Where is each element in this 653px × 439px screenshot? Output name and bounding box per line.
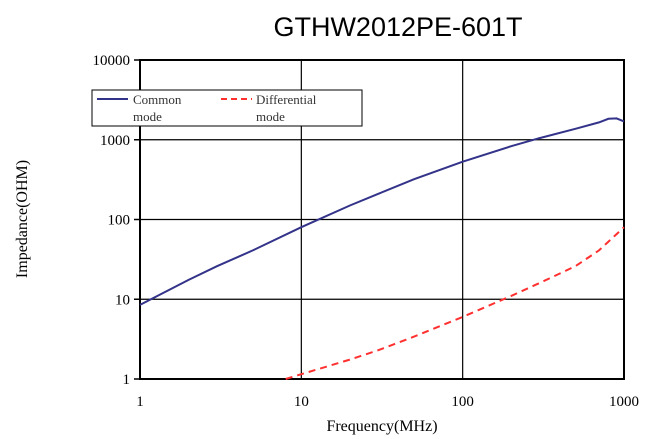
y-tick-label: 1 xyxy=(123,372,131,388)
series-line-common-mode xyxy=(139,117,625,306)
x-tick-label: 10 xyxy=(294,394,309,410)
y-tick-label: 10 xyxy=(115,292,130,308)
legend-label-differential-line1: Differential xyxy=(256,92,317,107)
legend-label-common-line1: Common xyxy=(133,92,182,107)
legend-label-common-line2: mode xyxy=(133,109,162,124)
chart-title: GTHW2012PE-601T xyxy=(273,12,523,42)
y-tick-label: 1000 xyxy=(100,133,130,149)
legend-box xyxy=(91,89,363,127)
legend-label-differential-mode-line2: mode xyxy=(256,109,285,124)
x-tick-label: 1 xyxy=(136,394,144,410)
legend-label-differential-line2: mode xyxy=(256,109,285,124)
y-tick-label: 100 xyxy=(108,213,131,229)
series-lines xyxy=(139,117,625,380)
x-axis-label: Frequency(MHz) xyxy=(326,418,437,435)
legend: Common mode Differential mode xyxy=(91,89,363,127)
series-line-differential-mode xyxy=(285,226,625,380)
tick-labels: 1 10 100 1000 1 10 100 1000 10000 xyxy=(93,53,640,410)
legend-label-common-mode-line2: mode xyxy=(133,109,162,124)
legend-label-common-mode: Common xyxy=(133,92,182,107)
x-tick-label: 100 xyxy=(451,394,474,410)
legend-label-differential-mode: Differential xyxy=(256,92,317,107)
x-tick-label: 1000 xyxy=(609,394,639,410)
y-axis-label: Impedance(OHM) xyxy=(14,160,31,278)
y-tick-label: 10000 xyxy=(93,53,131,69)
